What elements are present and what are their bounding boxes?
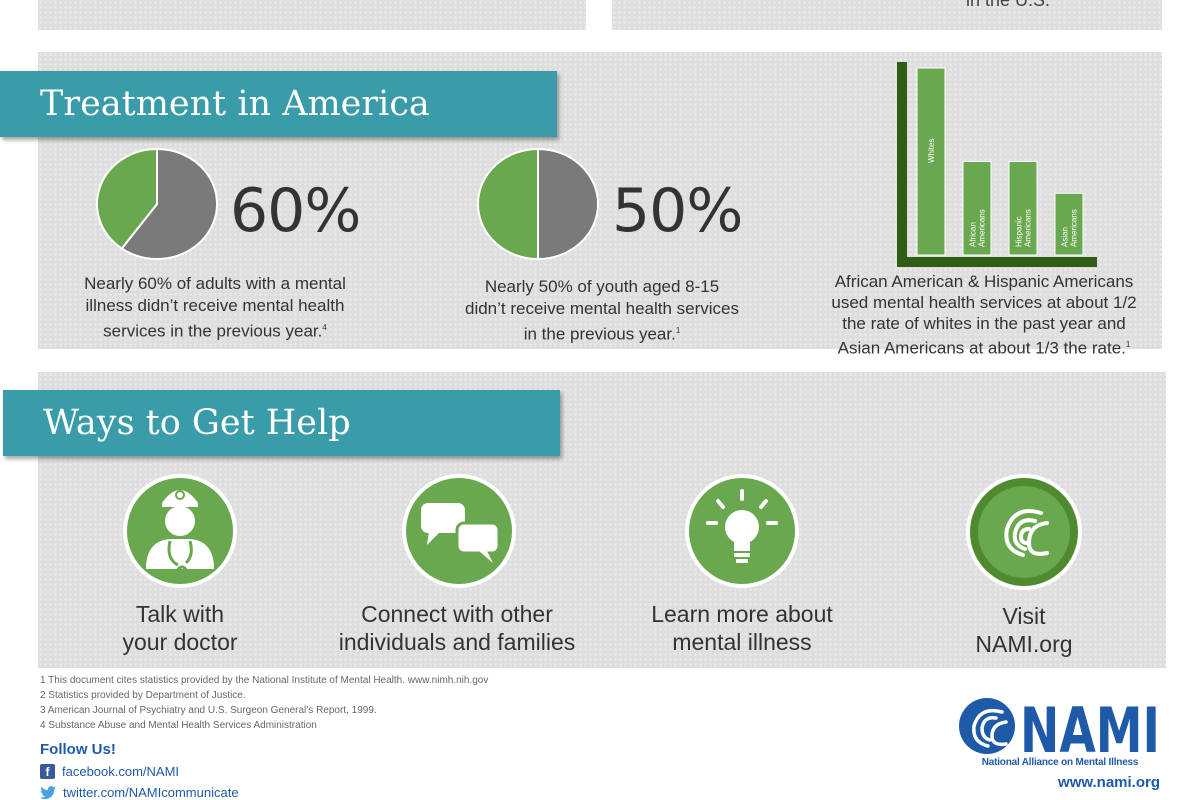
stat-race-caption: African American & Hispanic Americans us… <box>800 271 1168 359</box>
footnote: 1 This document cites statistics provide… <box>40 675 489 686</box>
top-left-panel <box>38 0 586 30</box>
bar-label: Whites <box>927 139 936 163</box>
stat-youth-value: 50% <box>612 176 743 246</box>
caption-line: illness didn’t receive mental health <box>85 296 345 315</box>
nami-logo-text: NAMI <box>1020 696 1160 758</box>
bar-label: AfricanAmericans <box>969 209 987 247</box>
help-label-line: NAMI.org <box>975 631 1073 657</box>
caption-line: services in the previous year.4 <box>103 321 327 341</box>
footnotes: 1 This document cites statistics provide… <box>40 673 640 733</box>
y-axis <box>897 62 907 267</box>
help-label-line: Visit <box>1002 603 1046 629</box>
caption-line: Asian Americans at about 1/3 the rate.1 <box>837 338 1131 358</box>
footnote: 3 American Journal of Psychiatry and U.S… <box>40 705 377 716</box>
caption-line: in the previous year.1 <box>523 324 681 344</box>
pie-chart-youth <box>477 147 599 261</box>
pie-slice <box>120 147 218 260</box>
pie-slice <box>477 147 539 261</box>
caption-line: the rate of whites in the past year and <box>842 314 1126 333</box>
twitter-icon <box>40 785 56 799</box>
help-label-line: Learn more about <box>651 601 833 627</box>
x-axis <box>897 257 1097 267</box>
stat-adults-value: 60% <box>230 176 361 246</box>
help-item-learn: Learn more about mental illness <box>632 600 852 656</box>
help-heading: Ways to Get Help <box>3 390 560 456</box>
caption-line: used mental health services at about 1/2 <box>831 293 1137 312</box>
pie-chart-adults <box>96 147 218 260</box>
help-label-line: Talk with <box>135 601 225 627</box>
bar <box>962 161 992 256</box>
lightbulb-icon <box>685 474 799 588</box>
bar <box>1054 192 1084 256</box>
facebook-icon: f <box>40 764 55 779</box>
help-label-line: your doctor <box>122 629 238 655</box>
footnote-mark: 4 <box>322 323 327 332</box>
footnote-mark: 1 <box>1125 340 1131 349</box>
nami-url[interactable]: www.nami.org <box>1058 774 1160 791</box>
help-item-connect: Connect with other individuals and famil… <box>322 600 592 656</box>
bar-label: HispanicAmericans <box>1015 209 1033 247</box>
help-item-visit: Visit NAMI.org <box>944 602 1104 658</box>
facebook-link[interactable]: f facebook.com/NAMI <box>40 764 179 779</box>
top-right-panel: in the U.S. <box>612 0 1162 30</box>
bar <box>1008 161 1038 256</box>
caption-line: African American & Hispanic Americans <box>834 272 1134 291</box>
bar-label: AsianAmericans <box>1061 209 1079 247</box>
nami-logo-subtitle: National Alliance on Mental Illness <box>981 757 1139 768</box>
caption-line: Nearly 50% of youth aged 8-15 <box>484 277 720 296</box>
follow-us-title: Follow Us! <box>40 741 116 758</box>
caption-line: didn’t receive mental health services <box>464 299 740 318</box>
stat-youth-caption: Nearly 50% of youth aged 8-15 didn’t rec… <box>432 276 772 346</box>
help-label-line: Connect with other <box>361 601 553 627</box>
footnote: 2 Statistics provided by Department of J… <box>40 690 246 701</box>
pie-slice <box>537 147 599 261</box>
facebook-link-text: facebook.com/NAMI <box>62 764 180 779</box>
speech-bubbles-icon <box>402 474 516 588</box>
twitter-link-text: twitter.com/NAMIcommunicate <box>63 785 239 800</box>
treatment-heading: Treatment in America <box>0 71 557 137</box>
top-right-text: in the U.S. <box>965 0 1050 10</box>
bar <box>916 67 946 256</box>
footnote: 4 Substance Abuse and Mental Health Serv… <box>40 720 317 731</box>
footnote-mark: 1 <box>675 326 681 335</box>
help-item-doctor: Talk with your doctor <box>80 600 280 656</box>
twitter-link[interactable]: twitter.com/NAMIcommunicate <box>40 785 239 800</box>
bar-chart-race: Whites AfricanAmericans HispanicAmericans A… <box>897 62 1097 267</box>
nami-swirl-icon <box>966 474 1082 590</box>
caption-line: Nearly 60% of adults with a mental <box>84 274 346 293</box>
help-label-line: individuals and families <box>338 629 576 655</box>
stat-adults-caption: Nearly 60% of adults with a mental illne… <box>55 273 375 343</box>
nami-logo[interactable]: NAMI National Alliance on Mental Illness… <box>958 694 1162 800</box>
help-label-line: mental illness <box>672 629 812 655</box>
nami-logo-mark: NAMI <box>959 694 1160 767</box>
pie-slice <box>96 147 158 250</box>
doctor-icon <box>123 474 237 588</box>
